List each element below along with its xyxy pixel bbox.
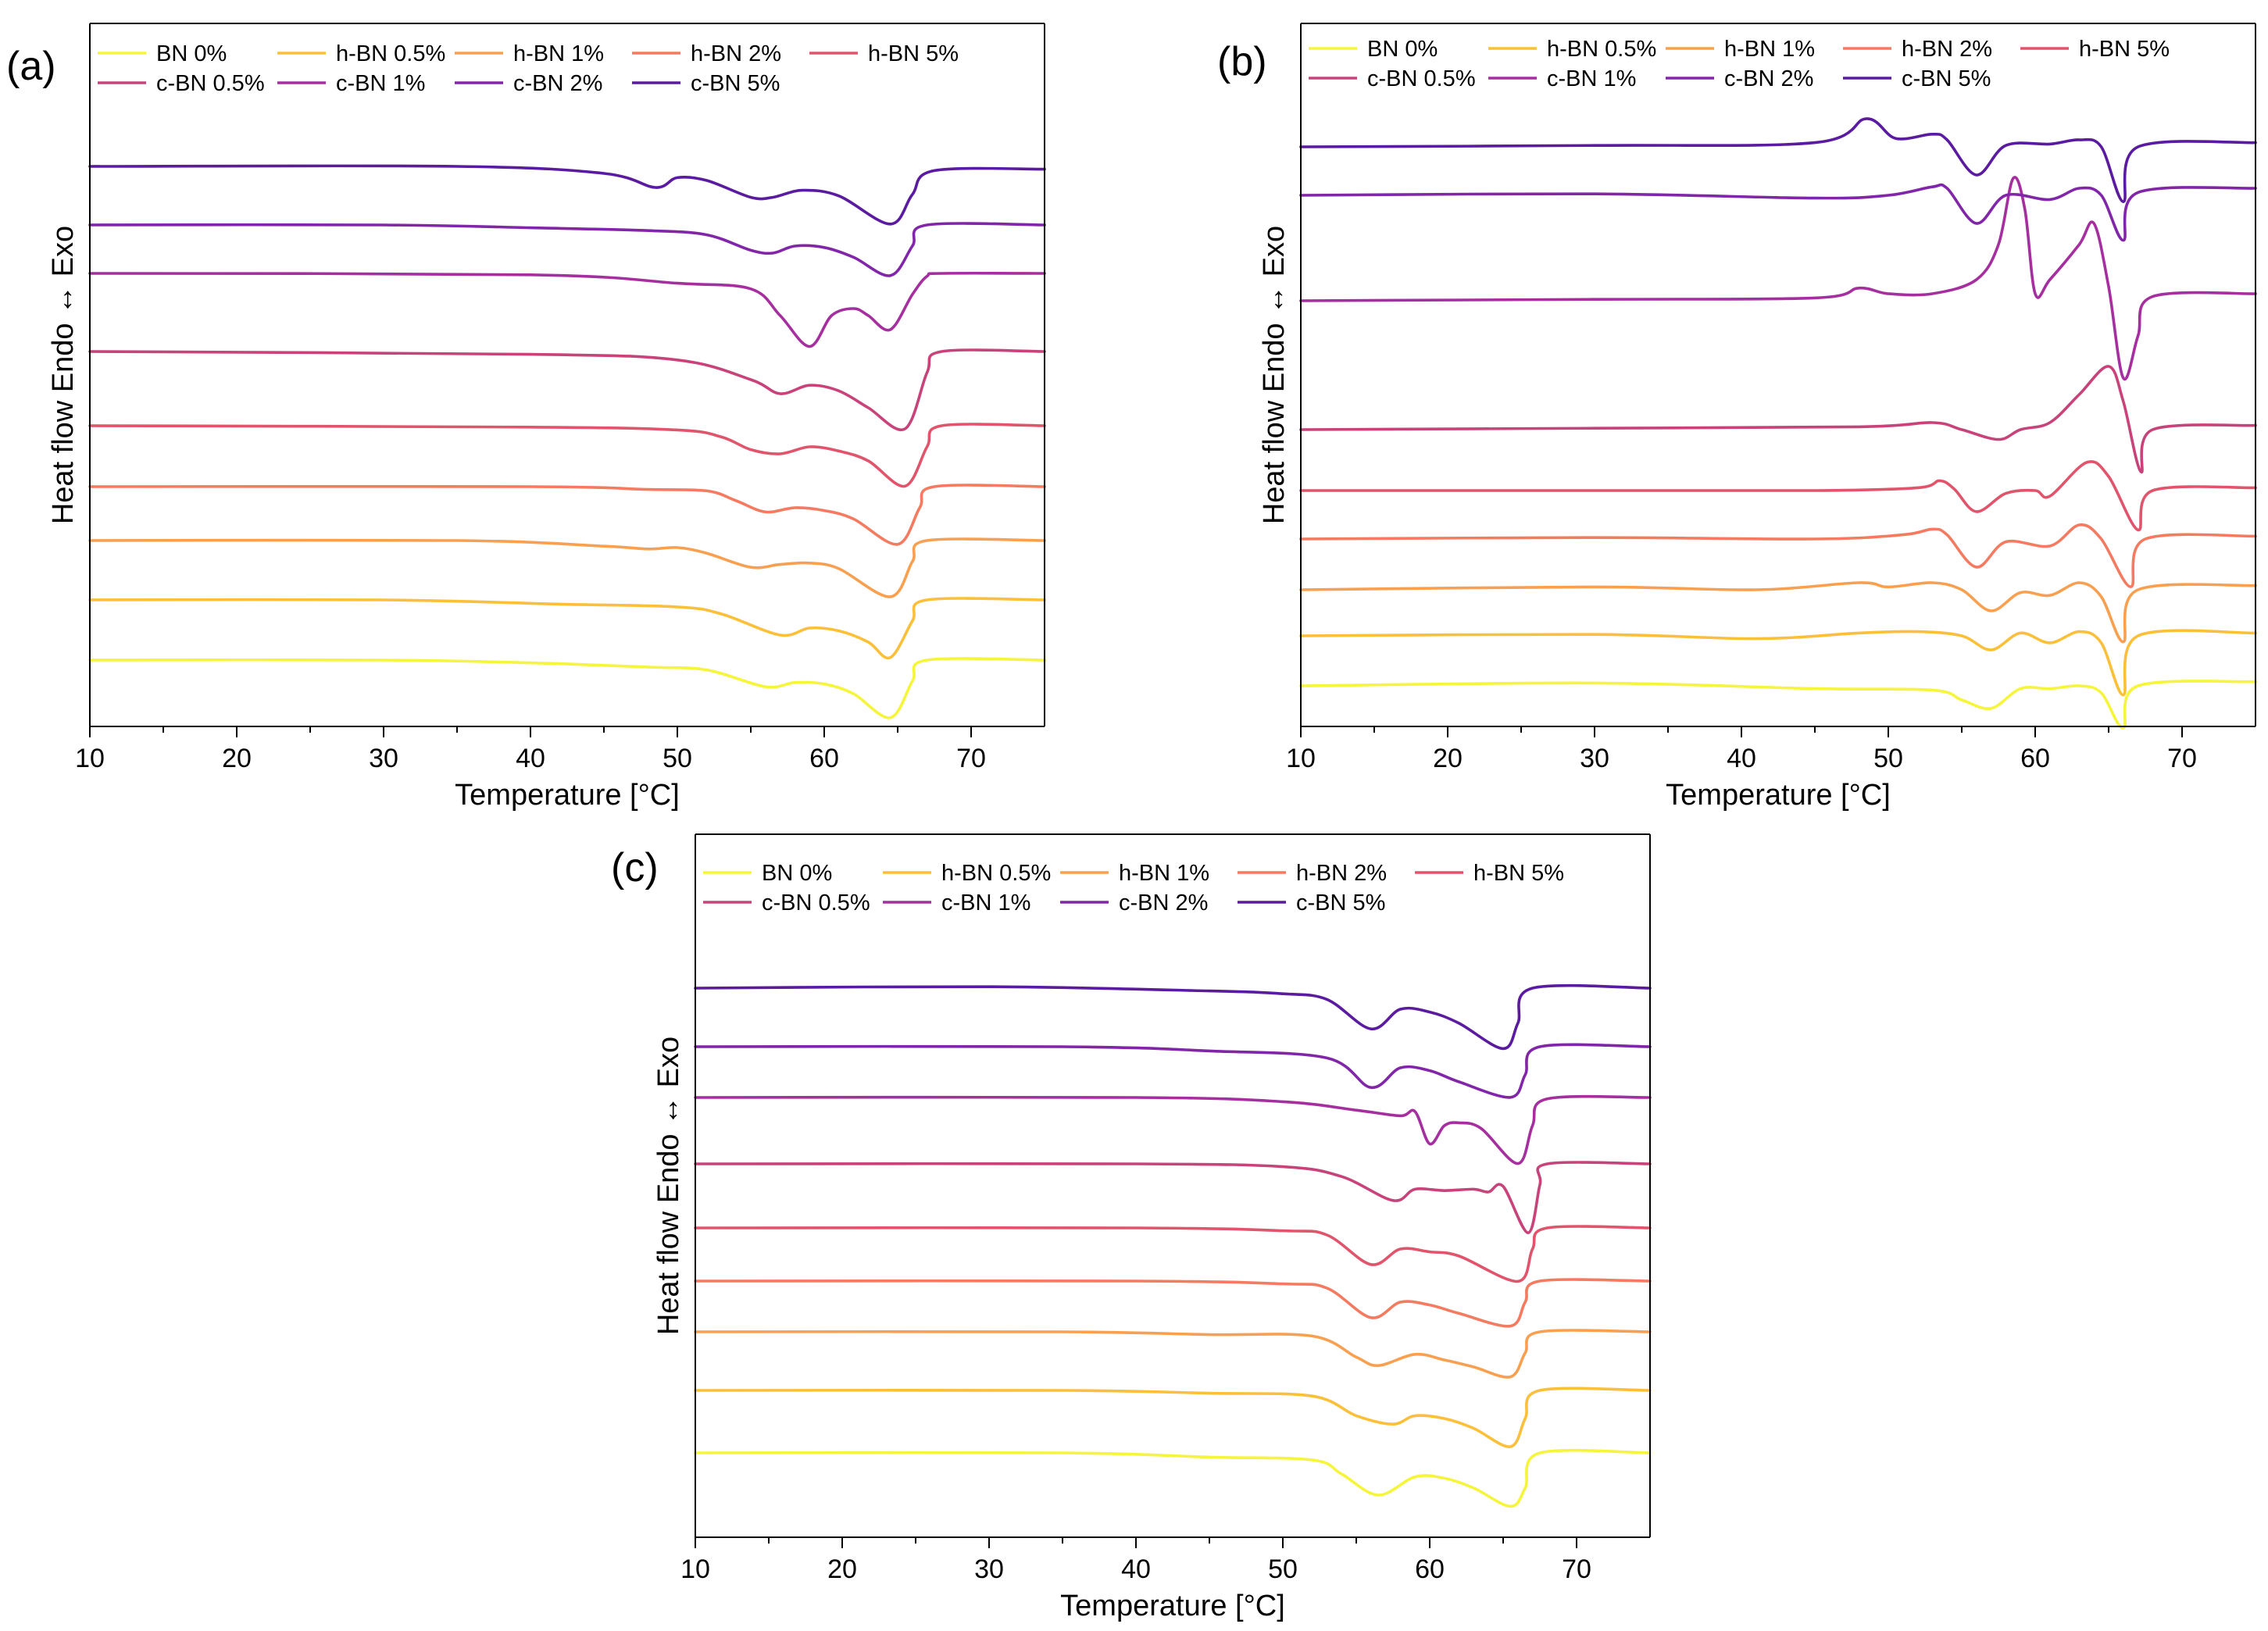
x-tick-label: 50 <box>1268 1554 1298 1584</box>
legend-label: c-BN 0.5% <box>762 890 870 915</box>
chart-panel-1: (a) 10 20 30 40 50 60 70 Temperature [°C] Heat fl… <box>6 23 1046 812</box>
x-tick-label: 70 <box>1562 1554 1591 1584</box>
x-tick-label: 60 <box>1415 1554 1445 1584</box>
legend-label: c-BN 5% <box>691 71 780 96</box>
legend-label: c-BN 2% <box>1724 66 1813 91</box>
legend-label: h-BN 2% <box>1296 861 1387 886</box>
series-line <box>694 1278 1652 1328</box>
chart-panel-2: (b) 10 20 30 40 50 60 70 Temperature [°C] Heat fl… <box>1217 23 2257 812</box>
legend-label: c-BN 2% <box>513 71 602 96</box>
x-tick-label: 10 <box>680 1554 710 1584</box>
legend-label: h-BN 1% <box>1119 861 1209 886</box>
legend-label: h-BN 0.5% <box>941 861 1051 886</box>
panel-label: (c) <box>611 845 659 890</box>
x-axis-title: Temperature [°C] <box>455 779 680 812</box>
y-axis-title: Heat flow Endo ↔ Exo <box>47 226 80 524</box>
x-tick-label: 10 <box>75 744 105 773</box>
series-line <box>1299 581 2257 644</box>
x-tick-label: 10 <box>1286 744 1316 773</box>
legend-label: c-BN 5% <box>1902 66 1991 91</box>
x-tick-label: 20 <box>1433 744 1463 773</box>
series-line <box>694 1043 1652 1099</box>
x-axis-title: Temperature [°C] <box>1666 779 1891 812</box>
legend-label: h-BN 0.5% <box>336 41 445 66</box>
series-line <box>1299 183 2257 242</box>
legend-label: h-BN 1% <box>1724 37 1815 62</box>
x-tick-label: 20 <box>222 744 252 773</box>
x-tick-label: 40 <box>1121 1554 1151 1584</box>
x-tick-label: 30 <box>974 1554 1004 1584</box>
legend-label: c-BN 1% <box>1547 66 1636 91</box>
series-line <box>694 983 1652 1051</box>
x-tick-label: 40 <box>1727 744 1756 773</box>
series-line <box>88 423 1046 488</box>
legend-label: c-BN 2% <box>1119 890 1208 915</box>
y-axis-title: Heat flow Endo ↔ Exo <box>1258 226 1291 524</box>
series-line <box>1299 176 2257 381</box>
series-line <box>694 1161 1652 1234</box>
x-axis-title: Temperature [°C] <box>1060 1590 1285 1622</box>
legend-label: c-BN 1% <box>941 890 1030 915</box>
series-line <box>88 484 1046 546</box>
x-tick-label: 30 <box>1580 744 1609 773</box>
legend-label: c-BN 1% <box>336 71 425 96</box>
legend-label: BN 0% <box>1367 37 1438 62</box>
series-line <box>694 1329 1652 1379</box>
panel-label: (a) <box>6 44 56 89</box>
x-tick-label: 50 <box>663 744 692 773</box>
x-tick-label: 70 <box>2167 744 2197 773</box>
series-line <box>1299 460 2257 532</box>
x-tick-label: 60 <box>2020 744 2050 773</box>
series-line <box>88 537 1046 598</box>
series-line <box>1299 365 2257 474</box>
legend-label: h-BN 5% <box>1473 861 1564 886</box>
legend: BN 0% h-BN 0.5% h-BN 1% h-BN 2% h-BN 5% c-BN … <box>98 41 959 96</box>
x-tick-label: 40 <box>516 744 545 773</box>
legend-label: h-BN 5% <box>2079 37 2170 62</box>
series-line <box>694 1225 1652 1283</box>
series-line <box>694 1094 1652 1165</box>
x-tick-label: 20 <box>827 1554 857 1584</box>
legend-label: h-BN 2% <box>691 41 781 66</box>
series-line <box>1299 680 2257 730</box>
y-axis-title: Heat flow Endo ↔ Exo <box>652 1037 685 1335</box>
series-line <box>88 657 1046 719</box>
x-tick-label: 70 <box>956 744 986 773</box>
panel-label: (b) <box>1217 39 1267 84</box>
legend-label: c-BN 5% <box>1296 890 1385 915</box>
series-line <box>1299 523 2257 588</box>
legend-label: h-BN 2% <box>1902 37 1992 62</box>
x-tick-label: 60 <box>809 744 839 773</box>
legend: BN 0% h-BN 0.5% h-BN 1% h-BN 2% h-BN 5% c-BN … <box>1309 37 2170 91</box>
series-line <box>694 1387 1652 1448</box>
legend-label: h-BN 5% <box>868 41 959 66</box>
legend: BN 0% h-BN 0.5% h-BN 1% h-BN 2% h-BN 5% c-BN … <box>703 861 1564 915</box>
series-line <box>694 1448 1652 1508</box>
x-tick-label: 50 <box>1873 744 1903 773</box>
legend-label: BN 0% <box>762 861 832 886</box>
x-tick-label: 30 <box>369 744 398 773</box>
series-line <box>88 271 1046 348</box>
legend-label: BN 0% <box>156 41 227 66</box>
legend-label: h-BN 0.5% <box>1547 37 1656 62</box>
chart-panel-3: (c) 10 20 30 40 50 60 70 Temperature [°C] Heat fl… <box>611 833 1652 1622</box>
legend-label: c-BN 0.5% <box>1367 66 1476 91</box>
series-line <box>88 222 1046 277</box>
legend-label: c-BN 0.5% <box>156 71 265 96</box>
series-line <box>88 348 1046 432</box>
legend-label: h-BN 1% <box>513 41 604 66</box>
series-line <box>1299 629 2257 697</box>
series-line <box>88 164 1046 226</box>
series-line <box>88 597 1046 660</box>
series-line <box>1299 117 2257 203</box>
